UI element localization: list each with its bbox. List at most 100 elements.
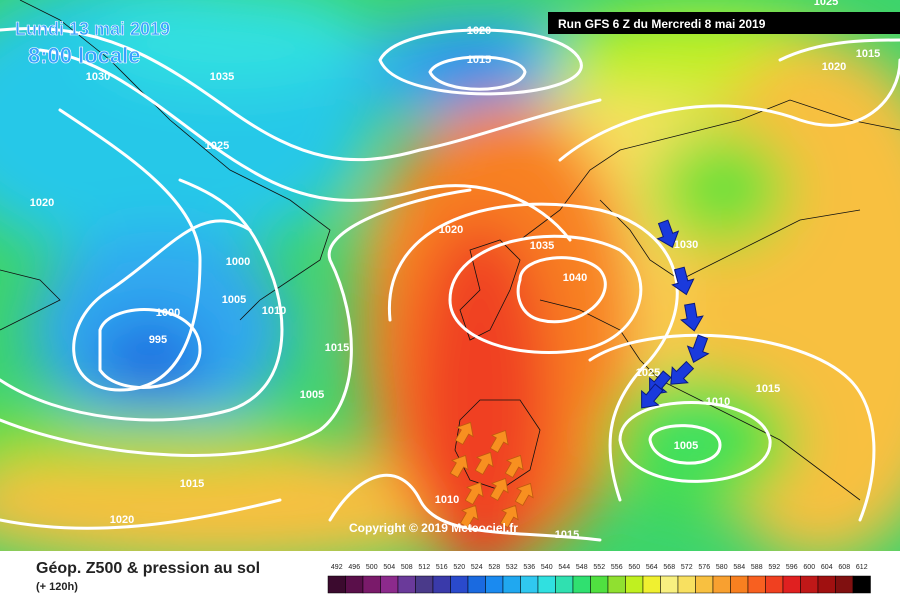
footer-title: Géop. Z500 & pression au sol (36, 560, 260, 577)
scale-label: 508 (401, 564, 413, 571)
scale-label: 584 (733, 564, 745, 571)
scale-swatch (327, 575, 346, 594)
coastlines (0, 0, 900, 501)
scale-swatch (380, 575, 399, 594)
scale-label: 608 (838, 564, 850, 571)
scale-label: 604 (821, 564, 833, 571)
scale-swatch (695, 575, 714, 594)
scale-swatch (817, 575, 836, 594)
scale-swatch (625, 575, 644, 594)
scale-swatch (607, 575, 626, 594)
scale-swatch (467, 575, 486, 594)
copyright: Copyright © 2019 Meteociel.fr (349, 521, 518, 535)
scale-swatch (485, 575, 504, 594)
scale-swatch (852, 575, 871, 594)
scale-swatch (590, 575, 609, 594)
isobar-labels: 1020 1015 1030 1035 1025 1020 1020 1035 1030 1040… (30, 0, 880, 541)
map-area: 1020 1015 1030 1035 1025 1020 1020 1035 1030 1040… (0, 0, 900, 551)
scale-label: 524 (471, 564, 483, 571)
scale-label: 556 (611, 564, 623, 571)
scale-swatch (835, 575, 854, 594)
scale-swatch (502, 575, 521, 594)
scale-label: 580 (716, 564, 728, 571)
scale-swatch (765, 575, 784, 594)
scale-swatch (730, 575, 749, 594)
isobar-label: 1010 (262, 305, 286, 317)
scale-label: 552 (593, 564, 605, 571)
scale-label: 520 (453, 564, 465, 571)
scale-swatch (642, 575, 661, 594)
isobar-label: 1015 (467, 54, 491, 66)
isobar-label: 1000 (226, 256, 250, 268)
isobar-label: 1000 (156, 307, 180, 319)
isobar-label: 1035 (530, 240, 554, 252)
isobar-label: 1010 (435, 494, 459, 506)
isobar-label: 1015 (756, 383, 780, 395)
isobar-label: 1025 (814, 0, 838, 8)
isobar-label: 1025 (205, 140, 229, 152)
scale-label: 544 (558, 564, 570, 571)
scale-label: 492 (331, 564, 343, 571)
isobar-label: 1015 (325, 342, 349, 354)
scale-label: 568 (663, 564, 675, 571)
scale-label: 564 (646, 564, 658, 571)
scale-label: 504 (383, 564, 395, 571)
color-scale: 492 496 500 504 508 512 516 520 524 528 532 536 540 5… (327, 564, 871, 594)
scale-swatch (555, 575, 574, 594)
isobar-label: 1030 (674, 239, 698, 251)
date: Lundi 13 mai 2019 (15, 19, 170, 39)
isobar-label: 1020 (439, 224, 463, 236)
isobars (0, 26, 900, 542)
scale-swatch (660, 575, 679, 594)
scale-label: 592 (768, 564, 780, 571)
geopotential-field (0, 0, 900, 551)
isobar-label: 1005 (300, 389, 324, 401)
scale-label: 596 (786, 564, 798, 571)
scale-label: 540 (541, 564, 553, 571)
scale-label: 572 (681, 564, 693, 571)
isobar-label: 1015 (555, 529, 579, 541)
scale-label: 548 (576, 564, 588, 571)
scale-swatch (712, 575, 731, 594)
scale-label: 500 (366, 564, 378, 571)
isobar-label: 1010 (706, 396, 730, 408)
scale-label: 512 (418, 564, 430, 571)
isobar-label: 1015 (856, 48, 880, 60)
isobar-label: 1030 (86, 71, 110, 83)
isobar-label: 995 (149, 334, 167, 346)
scale-swatch (415, 575, 434, 594)
scale-swatch (537, 575, 556, 594)
isobar-label: 1020 (822, 61, 846, 73)
scale-label: 612 (856, 564, 868, 571)
isobar-label: 1015 (180, 478, 204, 490)
scale-swatch (520, 575, 539, 594)
scale-swatch (397, 575, 416, 594)
time: 8:00 locale (28, 43, 141, 68)
run-info: Run GFS 6 Z du Mercredi 8 mai 2019 (558, 17, 766, 31)
scale-swatch (362, 575, 381, 594)
scale-swatch (747, 575, 766, 594)
isobar-label: 1005 (674, 440, 698, 452)
scale-label: 588 (751, 564, 763, 571)
scale-label: 532 (506, 564, 518, 571)
scale-swatch (450, 575, 469, 594)
scale-swatch (432, 575, 451, 594)
isobar-label: 1020 (110, 514, 134, 526)
isobar-label: 1005 (222, 294, 246, 306)
footer-subtitle: (+ 120h) (36, 581, 78, 593)
isobar-label: 1025 (636, 367, 660, 379)
scale-label: 576 (698, 564, 710, 571)
scale-swatch (782, 575, 801, 594)
scale-swatch (572, 575, 591, 594)
isobar-label: 1020 (30, 197, 54, 209)
run-box (548, 12, 900, 34)
scale-label: 600 (803, 564, 815, 571)
scale-swatch (800, 575, 819, 594)
isobar-label: 1020 (467, 25, 491, 37)
isobar-label: 1035 (210, 71, 234, 83)
isobar-label: 1040 (563, 272, 587, 284)
scale-label: 516 (436, 564, 448, 571)
scale-label: 560 (628, 564, 640, 571)
scale-swatch (345, 575, 364, 594)
